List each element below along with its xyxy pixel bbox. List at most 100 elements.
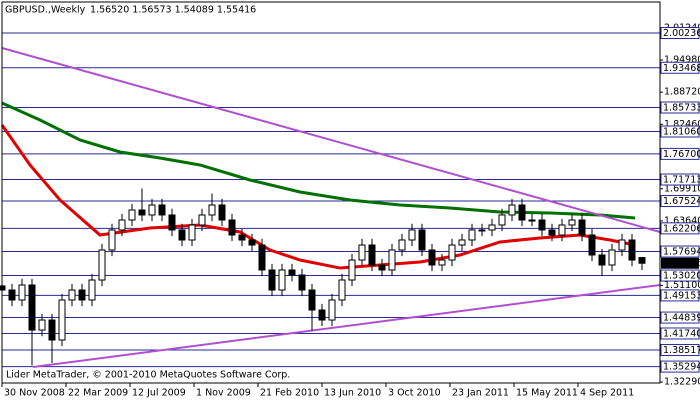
candle-body	[368, 244, 376, 266]
level-label: 1.76700	[663, 149, 700, 160]
series-line	[1, 47, 661, 233]
candle-body	[638, 257, 646, 264]
x-tick-label: 13 Jun 2010	[324, 388, 381, 399]
candle-body	[268, 269, 276, 291]
x-tick-label: 15 May 2011	[516, 388, 578, 399]
candle-body	[578, 219, 586, 236]
candle-body	[98, 249, 106, 281]
candle-body	[308, 289, 316, 311]
candle-body	[168, 214, 176, 231]
level-label-box	[660, 289, 700, 302]
candle-body	[538, 219, 546, 231]
level-label-box	[660, 147, 700, 160]
x-tick-label: 3 Oct 2010	[388, 388, 441, 399]
candle-body	[468, 229, 476, 241]
candle-body	[58, 299, 66, 341]
plot-frame	[1, 1, 661, 384]
level-label: 1.35294	[663, 362, 700, 373]
candle-body	[598, 254, 606, 266]
level-label: 1.53020	[663, 271, 700, 282]
candle-body	[208, 204, 216, 216]
candle-body	[428, 249, 436, 266]
candle-body	[288, 269, 296, 276]
x-tick-label: 1 Nov 2009	[196, 388, 251, 399]
series-line	[0, 124, 636, 270]
candle-body	[608, 249, 616, 266]
x-tick-label: 30 Nov 2008	[4, 388, 65, 399]
x-tick-label: 4 Sep 2011	[580, 388, 634, 399]
level-label: 1.71713	[663, 175, 700, 186]
level-label: 1.93468	[663, 63, 700, 74]
y-tick-label: 1.32290	[664, 377, 700, 388]
level-label-box	[660, 125, 700, 138]
candle-body	[38, 319, 46, 331]
y-tick-label: 1.69910	[664, 183, 700, 194]
candle-body	[138, 209, 146, 216]
candle-body	[448, 244, 456, 261]
level-label-box	[660, 61, 700, 74]
x-tick-label: 22 Mar 2009	[68, 388, 128, 399]
y-tick-label: 1.63640	[664, 215, 700, 226]
chart-title: GBPUSD.,Weekly	[5, 5, 86, 16]
level-label-box	[660, 327, 700, 340]
candle-body	[338, 279, 346, 301]
candle-body	[408, 229, 416, 241]
candle-body	[218, 204, 226, 221]
candle-body	[568, 219, 576, 226]
candle-body	[108, 229, 116, 251]
candle-body	[178, 229, 186, 241]
candle-body	[248, 239, 256, 246]
candle-body	[298, 274, 306, 291]
candle-body	[628, 239, 636, 261]
candle-body	[348, 259, 356, 281]
candle-body	[438, 259, 446, 266]
candle-body	[548, 229, 556, 236]
level-label-box	[660, 26, 700, 39]
level-label: 1.85733	[663, 102, 700, 113]
level-label: 1.81060	[663, 126, 700, 137]
x-tick-label: 21 Feb 2010	[260, 388, 319, 399]
x-tick-label: 12 Jul 2009	[132, 388, 186, 399]
level-label-box	[660, 173, 700, 186]
candle-body	[198, 214, 206, 226]
candle-body	[28, 284, 36, 331]
candle-body	[68, 289, 76, 301]
level-label: 1.38517	[663, 345, 700, 356]
footer: Lider MetaTrader, © 2001-2010 MetaQuotes…	[6, 370, 290, 381]
plot-area	[0, 32, 661, 369]
candle-body	[258, 244, 266, 271]
candle-body	[48, 319, 56, 341]
candle-body	[458, 239, 466, 246]
quote: 1.56520 1.56573 1.54089 1.55416	[90, 5, 256, 16]
last-price-box	[661, 257, 699, 269]
series-line	[32, 283, 661, 369]
candle-body	[158, 204, 166, 216]
level-label: 1.57694	[663, 247, 700, 258]
series-line	[1, 101, 636, 220]
candle-body	[508, 204, 516, 216]
candle-body	[228, 219, 236, 236]
candle-body	[188, 224, 196, 241]
candle-body	[498, 214, 506, 226]
candle-body	[488, 224, 496, 231]
candle-body	[18, 284, 26, 301]
candle-body	[588, 234, 596, 256]
candle-body	[558, 224, 566, 236]
candle-body	[238, 234, 246, 241]
candle-body	[398, 239, 406, 251]
level-label-box	[660, 360, 700, 373]
candle-body	[478, 229, 486, 232]
level-label-box	[660, 344, 700, 357]
level-label: 1.67524	[663, 196, 700, 207]
level-label-box	[660, 245, 700, 258]
level-label-box	[660, 195, 700, 208]
candle-body	[278, 269, 286, 291]
level-label-box	[660, 101, 700, 114]
level-label: 1.44839	[663, 313, 700, 324]
candle-body	[388, 249, 396, 271]
candle-body	[358, 244, 366, 261]
candle-body	[128, 209, 136, 221]
candle-body	[148, 204, 156, 216]
last-price-label: 1.55416	[663, 258, 700, 269]
